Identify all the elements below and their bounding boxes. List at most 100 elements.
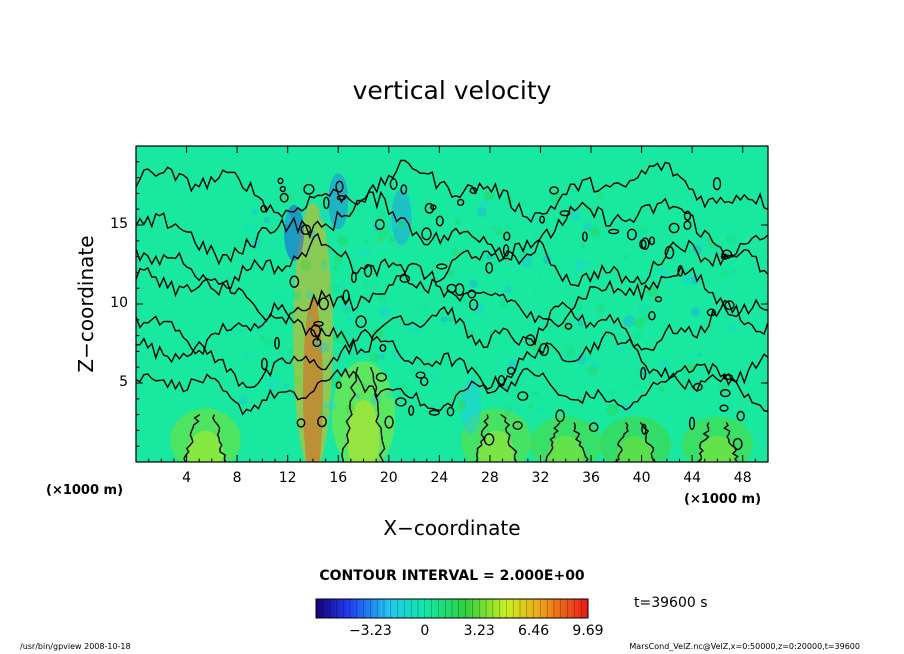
chart-title: vertical velocity: [352, 76, 552, 105]
field-cell: [587, 365, 599, 376]
field-cell: [330, 376, 342, 388]
field-cell: [637, 303, 649, 314]
y-axis-label: Z−coordinate: [74, 235, 98, 373]
contour-loop: [350, 271, 357, 284]
field-cell: [326, 400, 337, 411]
field-cell: [474, 366, 479, 371]
colorbar-tick-label: 0: [420, 623, 430, 639]
field-cell: [406, 325, 415, 333]
field-cell: [623, 315, 636, 327]
field-cell: [322, 401, 329, 409]
field-cell: [577, 321, 584, 327]
contour-line: [136, 159, 768, 224]
field-cell: [571, 300, 583, 313]
field-cell: [384, 213, 391, 220]
contour-loop: [512, 421, 523, 430]
contour-loop: [588, 422, 599, 433]
field-cell: [252, 319, 265, 332]
contour-loop: [375, 372, 388, 382]
contour-loop: [648, 311, 656, 321]
contour-loop: [712, 177, 722, 191]
field-cell: [242, 351, 250, 359]
field-cell: [263, 216, 270, 224]
contour-loop: [454, 283, 465, 296]
contour-loop: [539, 215, 545, 224]
contour-loop: [469, 298, 479, 311]
x-tick-label: 40: [632, 470, 651, 486]
field-cell: [491, 225, 497, 232]
field-cell: [398, 383, 409, 394]
field-cell: [374, 354, 381, 360]
contour-line: [697, 422, 710, 462]
field-cell: [276, 355, 287, 367]
contour-loop: [706, 308, 716, 317]
field-cell: [251, 208, 258, 216]
contour-loop: [335, 180, 344, 193]
field-cell: [278, 295, 286, 302]
field-cell: [458, 398, 466, 407]
field-cell: [688, 249, 695, 255]
field-cell: [513, 405, 521, 413]
colorbar-tick-label: −3.23: [348, 623, 392, 639]
contour-line: [136, 367, 768, 416]
field-cell: [726, 403, 734, 412]
updraft-core: [187, 430, 224, 462]
field-cell: [715, 323, 722, 330]
field-cell: [371, 282, 379, 290]
contour-loop: [648, 236, 656, 246]
contour-loop: [323, 196, 330, 210]
time-label: t=39600 s: [634, 595, 708, 611]
field-cell: [580, 244, 585, 249]
field-cell: [362, 383, 367, 388]
field-cell: [595, 304, 605, 314]
field-cell: [283, 383, 289, 389]
field-cell: [504, 285, 513, 294]
contour-line: [136, 262, 768, 328]
x-tick-label: 20: [379, 470, 398, 486]
contour-loop: [732, 437, 743, 451]
field-cell: [500, 215, 506, 221]
field-cell: [429, 373, 440, 384]
field-cell: [388, 235, 396, 243]
field-cell: [446, 203, 451, 208]
field-cell: [446, 317, 452, 323]
contour-line: [136, 299, 768, 356]
contour-loop: [654, 296, 663, 303]
field-cell: [678, 372, 690, 384]
contour-loop: [384, 415, 394, 429]
field-cell: [337, 235, 349, 246]
contour-loop: [446, 406, 455, 417]
field-cell: [532, 232, 541, 241]
updraft-core: [699, 435, 736, 462]
field-cell: [300, 259, 312, 272]
field-cell: [346, 316, 354, 324]
field-cell: [495, 228, 503, 236]
colorbar-tick-label: 9.69: [572, 623, 604, 639]
contour-loop: [564, 322, 573, 330]
contour-loop: [664, 245, 675, 260]
field-cell: [372, 327, 384, 339]
x-tick-label: 24: [430, 470, 449, 486]
contour-loop: [389, 178, 398, 190]
field-cell: [266, 378, 279, 391]
contour-loop: [506, 366, 516, 375]
field-cell: [582, 222, 592, 232]
field-cell: [238, 395, 248, 405]
field-cell: [575, 260, 587, 272]
contour-loop: [582, 231, 588, 242]
field-cell: [293, 377, 302, 385]
field-cell: [454, 218, 461, 225]
field-cell: [247, 362, 254, 369]
contour-line: [183, 414, 201, 462]
x-tick-label: 12: [278, 470, 297, 486]
field-cell: [460, 298, 468, 305]
field-cell: [622, 254, 630, 261]
contour-loop: [335, 381, 342, 390]
contour-loop: [277, 177, 284, 185]
field-cell: [590, 360, 600, 370]
contour-line: [614, 422, 629, 462]
contour-loop: [408, 405, 415, 416]
x-tick-label: 8: [232, 470, 242, 486]
contour-loop: [639, 239, 647, 250]
field-cell: [284, 193, 294, 203]
